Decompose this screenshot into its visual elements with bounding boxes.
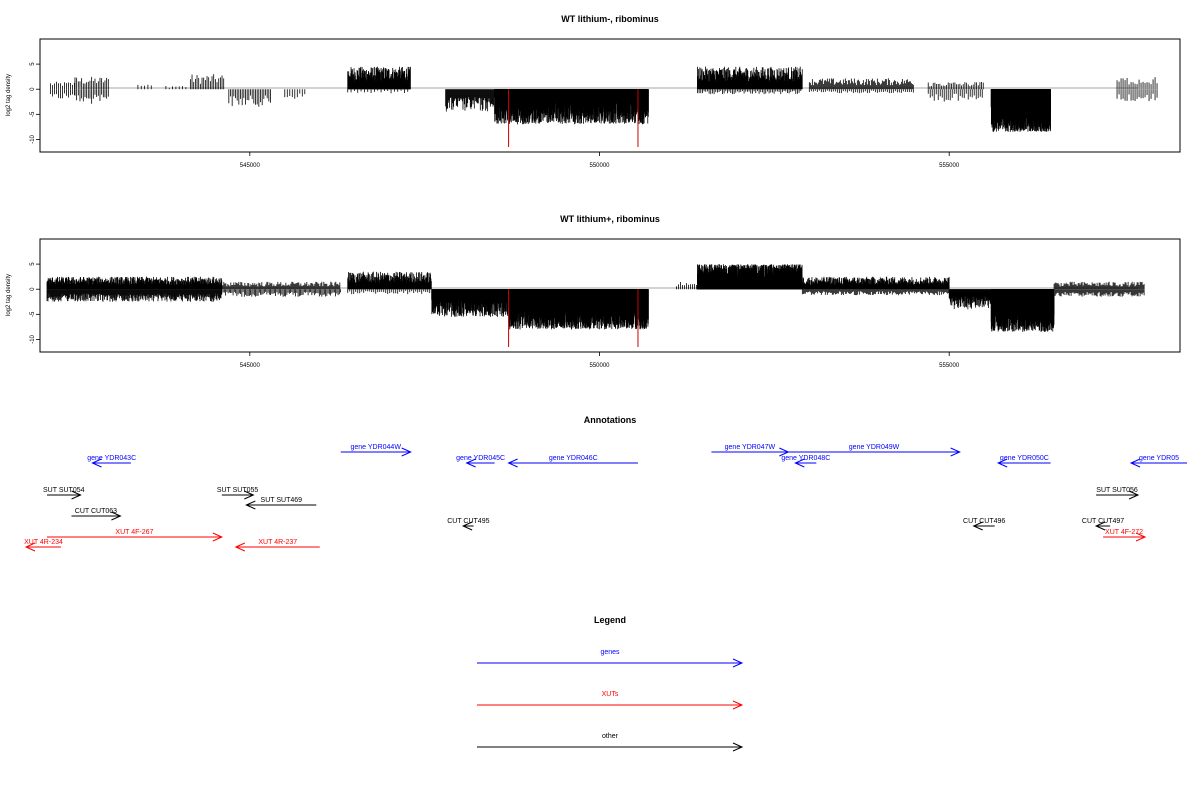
- y-tick-label: -5: [30, 311, 36, 317]
- y-tick-label: 0: [30, 87, 36, 91]
- density-bars: [46, 264, 1145, 332]
- y-axis-label: log2 tag density: [6, 274, 12, 316]
- y-tick-label: 5: [30, 262, 36, 266]
- y-tick-label: -5: [30, 111, 36, 117]
- axis-ticks: -10 -5 0 5 545000 550000 555000: [30, 62, 960, 169]
- plot-frame: [39, 38, 1181, 153]
- y-axis-label: log2 tag density: [6, 74, 12, 116]
- axis-ticks: -10 -5 0 5 545000 550000 555000: [30, 262, 960, 369]
- x-tick-label: 545000: [240, 163, 261, 169]
- chart-panel-lithium-minus: WT lithium-, ribominus log2 tag density …: [6, 14, 1181, 169]
- x-tick-label: 555000: [939, 363, 960, 369]
- density-bars: [50, 66, 1158, 132]
- marker-lines: [508, 89, 639, 147]
- x-tick-label: 545000: [240, 363, 261, 369]
- chart-title: WT lithium+, ribominus: [560, 214, 660, 224]
- y-tick-label: -10: [30, 334, 36, 343]
- x-tick-label: 550000: [589, 363, 610, 369]
- y-tick-label: 5: [30, 62, 36, 66]
- y-tick-label: 0: [30, 287, 36, 291]
- x-tick-label: 550000: [589, 163, 610, 169]
- y-tick-label: -10: [30, 134, 36, 143]
- plot-frame: [39, 238, 1181, 353]
- chart-panel-lithium-plus: WT lithium+, ribominus log2 tag density …: [6, 214, 1181, 369]
- x-tick-label: 555000: [939, 163, 960, 169]
- chart-title: WT lithium-, ribominus: [561, 14, 659, 24]
